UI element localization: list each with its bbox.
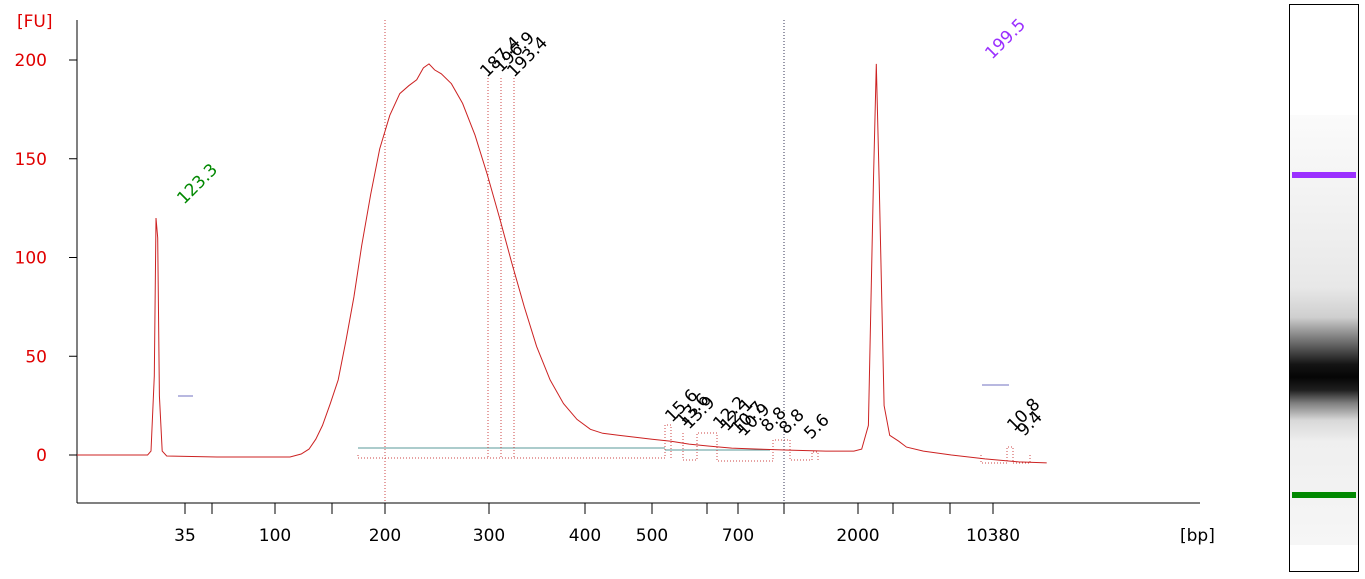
x-tick-label: 500 (636, 526, 668, 546)
y-tick-label: 200 (15, 51, 47, 71)
y-tick-label: 50 (25, 347, 47, 367)
x-tick-label: 400 (569, 526, 601, 546)
x-tick-label: 300 (473, 526, 505, 546)
x-tick-label: 35 (174, 526, 196, 546)
small-peaks-box (682, 432, 819, 462)
x-tick-label: 2000 (836, 526, 879, 546)
main-region-box (357, 424, 672, 459)
x-tick-label: 10380 (966, 526, 1020, 546)
y-tick-label: 150 (15, 150, 47, 170)
x-tick-label: 100 (259, 526, 291, 546)
gel-lane-image (1289, 4, 1359, 572)
gel-band-lower-marker (1292, 492, 1356, 498)
y-tick-label: 100 (15, 249, 47, 269)
lower-marker-peak-label: 123.3 (173, 160, 222, 209)
x-tick-label: 200 (369, 526, 401, 546)
gel-smear (1290, 115, 1358, 545)
x-axis-label: [bp] (1180, 526, 1215, 546)
y-tick-label: 0 (36, 446, 47, 466)
electropherogram-chart: 0 50 100 150 200 [FU] [bp] 35 100 200 300 400 500 700… (15, 12, 1215, 546)
gel-band-upper-marker (1292, 172, 1356, 178)
upper-marker-peak-label: 199.5 (981, 15, 1030, 64)
upper-marker-box (980, 446, 1031, 464)
x-tick-label: 700 (722, 526, 754, 546)
y-axis-label: [FU] (17, 12, 53, 32)
small-peak-label: 5.6 (800, 410, 833, 443)
electropherogram-trace (77, 63, 1047, 464)
